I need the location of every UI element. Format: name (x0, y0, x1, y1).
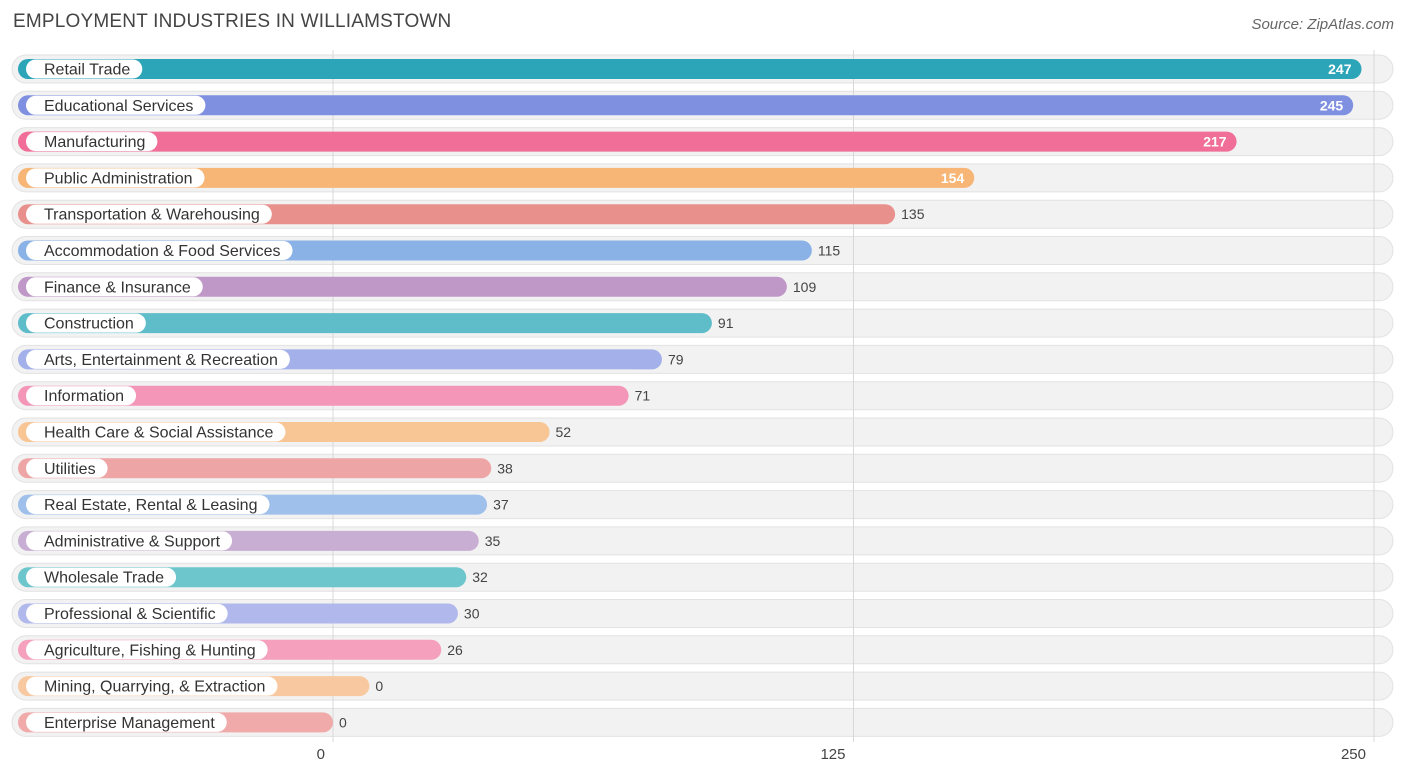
x-tick-label: 0 (317, 746, 325, 763)
value-label: 135 (901, 206, 925, 222)
category-label-pill (26, 95, 206, 115)
category-label: Educational Services (44, 98, 193, 115)
x-tick-label: 125 (820, 746, 845, 763)
source-note: Source: ZipAtlas.com (1251, 16, 1394, 33)
category-label-pill (26, 313, 146, 333)
value-label: 115 (818, 243, 841, 259)
category-label-pill (26, 349, 290, 369)
category-label: Mining, Quarrying, & Extraction (44, 679, 265, 696)
value-label: 30 (464, 606, 480, 622)
value-label: 71 (635, 388, 651, 404)
bar[interactable] (18, 59, 1362, 79)
value-label: 32 (472, 569, 488, 585)
value-label: 79 (668, 351, 684, 367)
bar[interactable] (18, 385, 629, 406)
category-label: Transportation & Warehousing (44, 207, 260, 224)
category-label-pill (26, 132, 158, 152)
value-label: 35 (485, 533, 501, 549)
category-label: Accommodation & Food Services (44, 243, 281, 260)
category-label: Health Care & Social Assistance (44, 425, 274, 442)
chart-title: EMPLOYMENT INDUSTRIES IN WILLIAMSTOWN (13, 11, 452, 32)
category-label-pill (26, 204, 272, 224)
value-label: 0 (339, 714, 347, 730)
category-label: Professional & Scientific (44, 606, 216, 623)
row-background (11, 707, 1394, 737)
category-label-pill (26, 168, 205, 188)
value-label: 26 (447, 642, 463, 658)
category-label-pill (26, 241, 293, 260)
category-label: Enterprise Management (44, 715, 215, 732)
category-label: Public Administration (44, 170, 193, 187)
category-label-pill (26, 712, 227, 732)
category-label: Manufacturing (44, 134, 145, 151)
bar[interactable] (18, 276, 787, 297)
category-label: Agriculture, Fishing & Hunting (44, 642, 256, 659)
category-label-pill (26, 604, 228, 623)
category-label: Retail Trade (44, 62, 130, 79)
value-label: 154 (941, 170, 965, 186)
value-label: 245 (1320, 97, 1344, 113)
category-label-pill (26, 386, 137, 406)
value-label: 109 (793, 279, 817, 295)
category-label-pill (26, 567, 177, 587)
bar[interactable] (18, 95, 1354, 116)
bar[interactable] (18, 131, 1237, 152)
value-label: 0 (375, 678, 383, 694)
category-label: Wholesale Trade (44, 570, 164, 587)
x-tick-label: 250 (1341, 746, 1366, 763)
category-label: Construction (44, 316, 134, 333)
category-label: Finance & Insurance (44, 279, 191, 296)
value-label: 91 (718, 315, 734, 331)
value-label: 52 (556, 424, 572, 440)
category-label-pill (26, 531, 233, 551)
value-label: 38 (497, 460, 513, 476)
bar[interactable] (18, 313, 712, 334)
category-label-pill (26, 422, 286, 442)
category-label: Administrative & Support (44, 533, 221, 550)
category-label-pill (26, 495, 270, 515)
bar[interactable] (18, 167, 975, 188)
category-label-pill (26, 59, 143, 79)
value-label: 217 (1203, 134, 1227, 150)
category-label: Real Estate, Rental & Leasing (44, 497, 257, 514)
bar[interactable] (18, 458, 492, 479)
category-label: Utilities (44, 461, 96, 478)
category-label-pill (26, 277, 203, 297)
value-label: 37 (493, 497, 509, 513)
category-label-pill (26, 640, 268, 660)
category-label: Information (44, 388, 124, 405)
value-label: 247 (1328, 61, 1352, 77)
category-label-pill (26, 676, 278, 696)
category-label: Arts, Entertainment & Recreation (44, 352, 278, 369)
category-label-pill (26, 458, 108, 478)
